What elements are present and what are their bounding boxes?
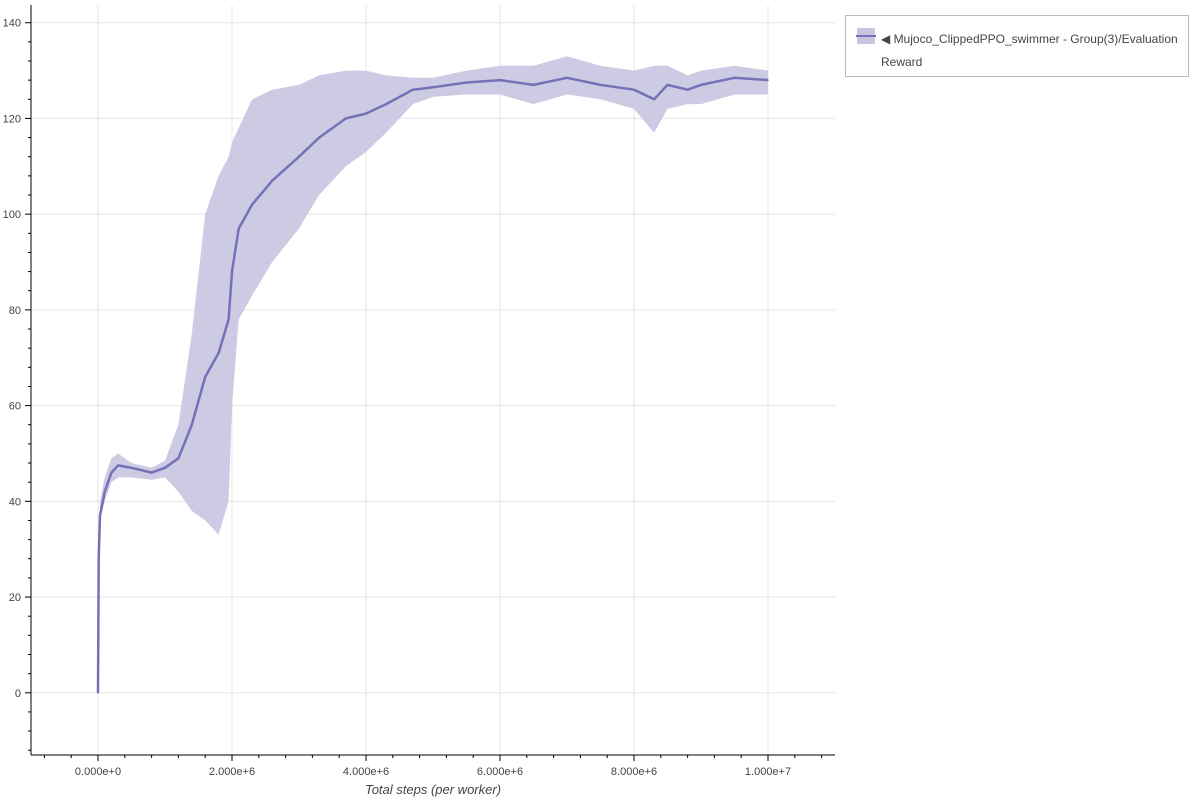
data-point	[204, 376, 206, 378]
data-point	[217, 352, 220, 354]
y-tick-label: 100	[3, 209, 21, 221]
series-lines	[96, 76, 769, 694]
data-point	[432, 86, 434, 89]
x-axis-title: Total steps (per worker)	[365, 782, 501, 797]
x-tick-label: 1.000e+7	[745, 766, 791, 778]
y-tick-label: 40	[9, 496, 21, 508]
data-point	[191, 423, 193, 426]
data-point	[686, 88, 689, 91]
x-tick-label: 4.000e+6	[343, 766, 389, 778]
grid	[31, 5, 835, 755]
data-point	[251, 203, 253, 206]
data-point	[412, 88, 414, 91]
x-tick-label: 2.000e+6	[209, 766, 255, 778]
data-point	[237, 227, 240, 230]
data-point	[298, 155, 300, 158]
data-point	[633, 88, 635, 91]
data-point	[110, 471, 113, 474]
data-point	[164, 467, 166, 469]
data-point	[666, 84, 669, 86]
x-tick-label: 6.000e+6	[477, 766, 523, 778]
y-tick-label: 140	[3, 18, 21, 30]
y-tick-label: 60	[9, 401, 21, 413]
data-point	[345, 117, 347, 120]
legend[interactable]: ◀ Mujoco_ClippedPPO_swimmer - Group(3)/E…	[845, 15, 1189, 77]
data-point	[271, 179, 274, 182]
y-tick-label: 20	[9, 592, 21, 604]
data-point	[117, 464, 119, 467]
data-point	[532, 84, 535, 86]
data-point	[227, 318, 230, 321]
data-point	[700, 84, 702, 86]
data-point	[231, 270, 233, 273]
x-tick-label: 8.000e+6	[611, 766, 657, 778]
axes: 0.000e+0 2.000e+6 4.000e+6 6.000e+6 8.000e+6…	[3, 5, 835, 778]
data-point	[103, 490, 106, 493]
legend-label[interactable]: ◀ Mujoco_ClippedPPO_swimmer - Group(3)/E…	[881, 32, 1178, 69]
data-point	[318, 136, 320, 139]
data-point	[365, 112, 367, 115]
data-point	[499, 79, 501, 81]
data-point	[465, 81, 468, 84]
data-point	[767, 79, 769, 81]
confidence-band	[98, 56, 768, 693]
data-point	[97, 557, 100, 560]
data-point	[733, 76, 736, 79]
data-point	[97, 691, 99, 694]
series-band	[98, 56, 768, 693]
y-tick-label: 120	[3, 113, 21, 125]
data-point	[99, 514, 101, 517]
data-point	[177, 457, 180, 460]
legend-swatch	[856, 28, 876, 44]
data-point	[150, 471, 153, 474]
x-tick-label: 0.000e+0	[75, 766, 121, 778]
data-point	[130, 467, 133, 469]
data-point	[566, 76, 568, 79]
data-point	[599, 84, 602, 86]
y-tick-label: 80	[9, 305, 21, 317]
data-point	[385, 103, 387, 105]
y-tick-label: 0	[15, 688, 21, 700]
data-point	[653, 98, 655, 101]
